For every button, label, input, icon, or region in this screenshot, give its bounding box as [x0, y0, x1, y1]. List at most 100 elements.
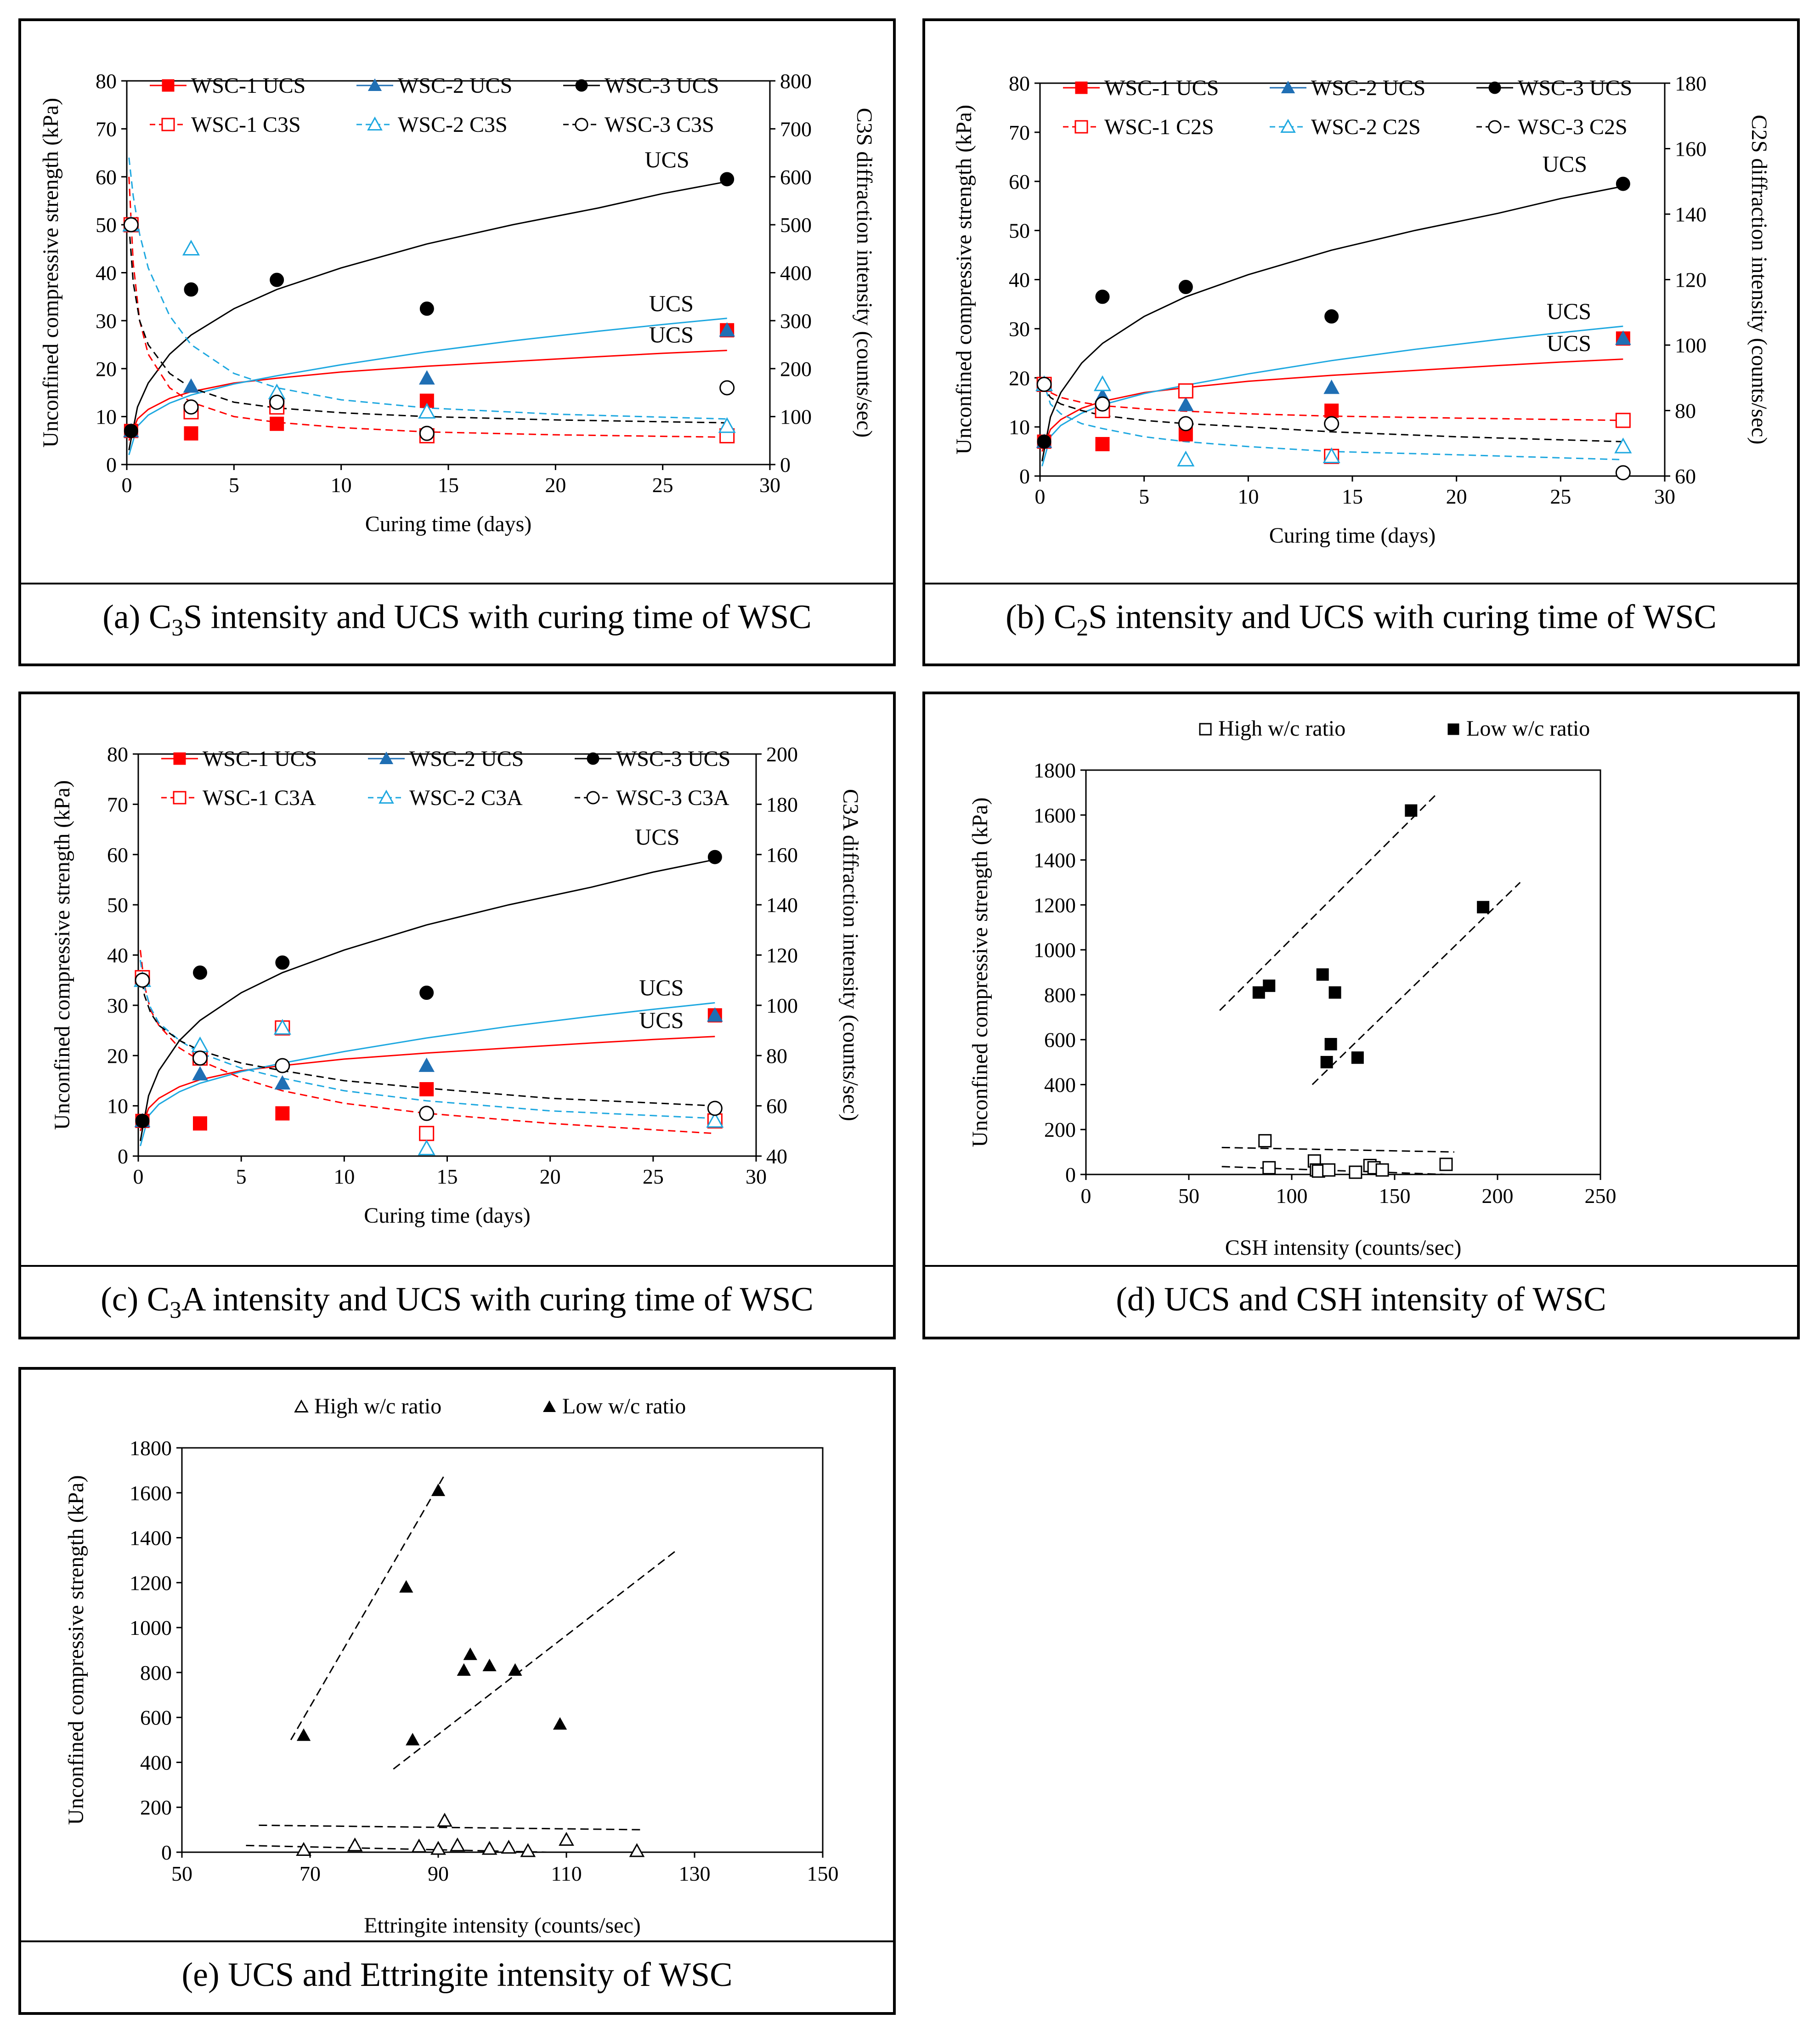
y-axis-label: Unconfined compressive strength (kPa) [64, 1475, 88, 1825]
x-tick-label: 0 [1035, 485, 1046, 508]
trend-line [1311, 882, 1521, 1085]
x-tick-label: 0 [1081, 1184, 1091, 1208]
data-point [1614, 437, 1632, 454]
legend-label: WSC-2 UCS [1311, 76, 1425, 100]
data-point [1263, 979, 1276, 992]
y2-axis-label: C3S diffraction intensity (counts/sec) [852, 108, 876, 438]
data-point [275, 1106, 290, 1121]
y-tick-label: 600 [140, 1706, 172, 1730]
caption-d: (d) UCS and CSH intensity of WSC [1116, 1281, 1606, 1318]
data-point [520, 1843, 536, 1857]
y-tick-label: 50 [107, 893, 128, 917]
curve-label-ucs: UCS [1543, 151, 1587, 176]
y2-tick-label: 40 [766, 1145, 787, 1168]
legend-marker [1075, 81, 1088, 94]
y2-tick-label: 500 [780, 213, 812, 237]
data-point [419, 301, 434, 316]
data-point [1316, 968, 1329, 981]
x-tick-label: 150 [1379, 1184, 1411, 1208]
curve-label-ucs: UCS [1547, 298, 1591, 324]
data-point [450, 1837, 465, 1852]
data-point [1095, 437, 1110, 452]
y-axis-label: Unconfined compressive strength (kPa) [39, 98, 63, 448]
data-point [706, 1112, 724, 1128]
legend-marker [161, 118, 175, 131]
legend-label: Low w/c ratio [1466, 716, 1590, 741]
data-point [411, 1838, 427, 1853]
x-tick-label: 250 [1585, 1184, 1617, 1208]
data-point [270, 272, 284, 287]
x-tick-label: 5 [229, 473, 239, 497]
x-tick-label: 150 [807, 1862, 839, 1885]
x-tick-label: 10 [1238, 485, 1259, 508]
data-point [719, 322, 735, 337]
data-point [1093, 375, 1112, 391]
data-point [183, 399, 199, 415]
y-tick-label: 800 [140, 1661, 172, 1684]
legend-label: WSC-3 C3S [605, 113, 714, 137]
x-tick-label: 10 [333, 1165, 355, 1188]
x-axis-label: Ettringite intensity (counts/sec) [364, 1913, 641, 1938]
y2-tick-label: 300 [780, 309, 812, 333]
data-point [508, 1663, 522, 1676]
trend-curve [1041, 384, 1623, 421]
legend-marker [1074, 120, 1088, 134]
data-point [553, 1717, 567, 1730]
legend-marker [379, 789, 394, 804]
legend-label: WSC-2 C3S [398, 113, 508, 137]
legend-marker [294, 1399, 309, 1413]
plot-frame [137, 753, 757, 1157]
legend-marker [1488, 120, 1502, 134]
legend-marker [379, 751, 394, 764]
x-tick-label: 10 [331, 473, 352, 497]
x-tick-label: 200 [1482, 1184, 1514, 1208]
caption-divider [21, 1265, 893, 1267]
data-point [431, 1483, 446, 1496]
y2-tick-label: 60 [766, 1095, 787, 1118]
x-tick-label: 110 [551, 1862, 582, 1885]
legend-label: WSC-3 C3A [616, 786, 729, 810]
chart-a: 0 5 10 15 20 25 300102030405060708001002003004… [39, 69, 876, 536]
panel-e: 50 70 90 110 130 150 0 200 400 600 800 1000 1200 1400… [18, 1367, 896, 2015]
y2-tick-label: 80 [766, 1044, 787, 1067]
legend-marker [575, 118, 588, 131]
x-tick-label: 15 [438, 473, 459, 497]
y-tick-label: 20 [1009, 366, 1030, 390]
legend-label: High w/c ratio [1218, 716, 1345, 741]
data-point [296, 1842, 311, 1856]
y-axis-label: Unconfined compressive strength (kPa) [50, 780, 74, 1130]
y-tick-label: 70 [96, 117, 117, 141]
panel-c: 0 5 10 15 20 25 30 0 10 20 30 40 50 60 70 80 40 60 80 100 12… [18, 692, 896, 1339]
data-point [192, 1066, 208, 1081]
data-point [1178, 280, 1193, 295]
y-tick-label: 1400 [130, 1526, 172, 1550]
y2-tick-label: 140 [1675, 203, 1707, 226]
data-point [559, 1832, 574, 1846]
y-tick-label: 40 [107, 944, 128, 967]
data-point [1328, 986, 1341, 999]
y-tick-label: 1000 [130, 1616, 172, 1639]
data-point [419, 986, 434, 1000]
trend-curve [128, 224, 727, 424]
y-tick-label: 0 [118, 1145, 128, 1168]
data-point [1477, 901, 1490, 913]
data-point [1349, 1165, 1362, 1179]
legend-marker [367, 78, 382, 91]
y-tick-label: 1600 [130, 1481, 172, 1505]
data-point [481, 1841, 497, 1855]
x-tick-label: 20 [540, 1165, 561, 1188]
trend-line [1221, 1146, 1454, 1153]
legend-label: WSC-2 C3A [409, 786, 523, 810]
data-point [418, 1057, 435, 1072]
data-point [1616, 176, 1630, 191]
data-point [1324, 416, 1340, 431]
y-tick-label: 0 [1019, 465, 1030, 488]
y-tick-label: 1800 [1034, 759, 1076, 782]
y-tick-label: 10 [96, 405, 117, 429]
legend-label: WSC-1 UCS [1104, 76, 1219, 100]
data-point [1037, 434, 1051, 449]
trend-curve [1041, 185, 1623, 462]
y2-tick-label: 160 [766, 843, 798, 867]
trend-curve [140, 859, 715, 1141]
y-axis-label: Unconfined compressive strength (kPa) [952, 105, 976, 454]
